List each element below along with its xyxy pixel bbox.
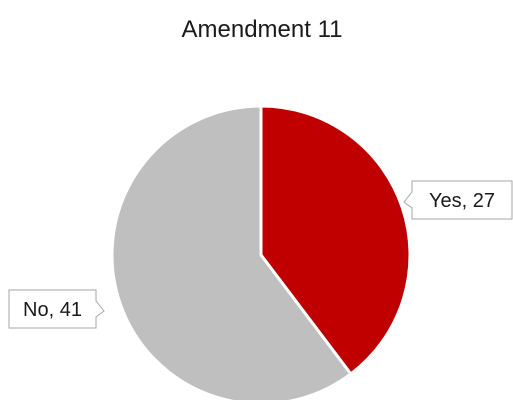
pie-slice-no: [110, 104, 353, 400]
data-label-text: Yes, 27: [429, 190, 495, 212]
chart-title: Amendment 11: [182, 16, 343, 43]
pie-slices: [110, 104, 412, 400]
data-labels: Yes, 27 No, 41: [8, 180, 513, 329]
data-label-box: [403, 180, 513, 220]
pie-slice-yes: [259, 104, 412, 376]
data-label-yes: Yes, 27: [403, 180, 513, 220]
data-label-text: No, 41: [23, 299, 82, 321]
data-label-no: No, 41: [8, 289, 105, 329]
data-label-box: [8, 289, 105, 329]
